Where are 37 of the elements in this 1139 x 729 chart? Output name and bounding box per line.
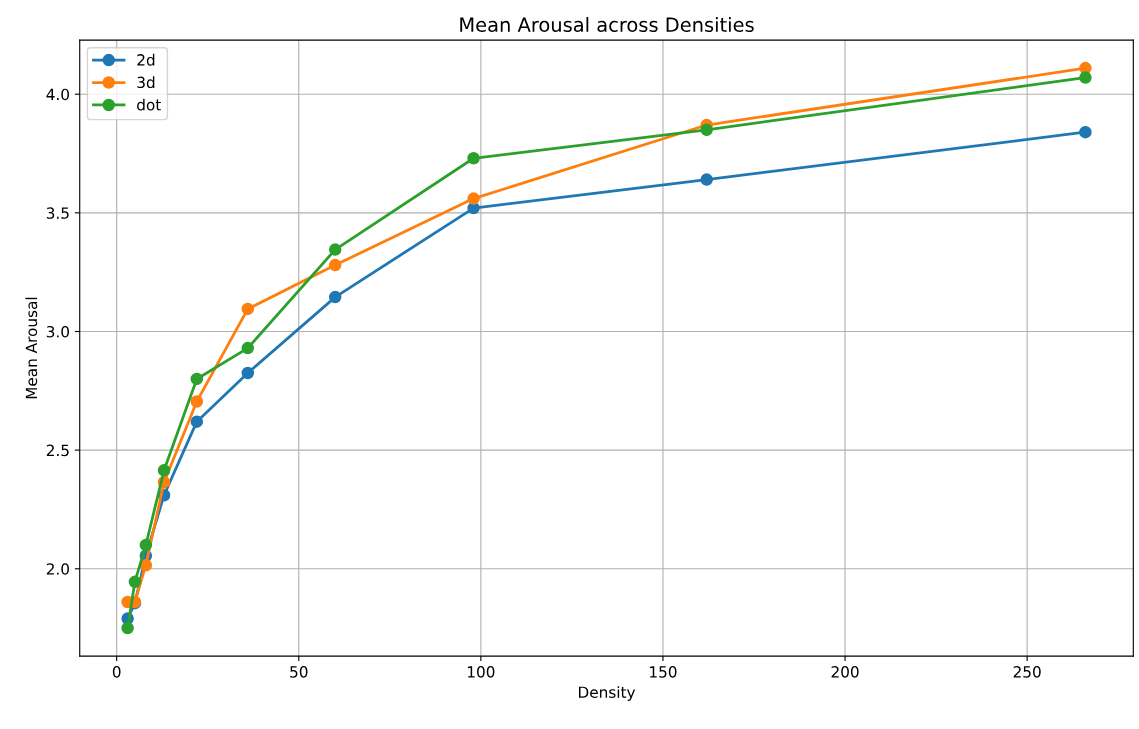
point bbox=[328, 290, 342, 304]
y-tick-label: 2.0 bbox=[46, 563, 69, 575]
legend-label: 3d bbox=[137, 76, 155, 89]
point bbox=[241, 341, 255, 355]
x-tick-label: 200 bbox=[831, 666, 859, 678]
y-axis-title: Mean Arousal bbox=[25, 297, 38, 399]
point bbox=[1079, 71, 1092, 84]
x-tick-label: 50 bbox=[290, 666, 308, 678]
point bbox=[190, 372, 204, 386]
point bbox=[328, 258, 342, 272]
y-tick-label: 3.0 bbox=[46, 325, 69, 338]
point bbox=[139, 538, 153, 552]
legend-label: 2d bbox=[137, 53, 155, 66]
y-tick-label: 2.5 bbox=[46, 444, 69, 457]
x-tick-label: 150 bbox=[650, 666, 677, 678]
point bbox=[467, 192, 480, 205]
x-tick-label: 100 bbox=[467, 666, 495, 678]
y-tick-label: 4.0 bbox=[46, 88, 69, 101]
x-axis-title: Density bbox=[578, 686, 636, 701]
point bbox=[190, 415, 204, 428]
point bbox=[1079, 125, 1092, 139]
point bbox=[241, 366, 255, 380]
point bbox=[157, 464, 171, 477]
point bbox=[241, 302, 255, 316]
point bbox=[139, 558, 153, 572]
y-tick-label: 3.5 bbox=[46, 207, 69, 219]
x-tick-label: 0 bbox=[112, 666, 121, 678]
point bbox=[328, 243, 342, 256]
legend-label: dot bbox=[137, 98, 161, 111]
point bbox=[700, 173, 713, 186]
point bbox=[128, 575, 142, 589]
point bbox=[121, 621, 134, 635]
point bbox=[467, 152, 480, 165]
chart-title: Mean Arousal across Densities bbox=[460, 16, 754, 33]
point bbox=[190, 395, 204, 408]
x-tick-label: 250 bbox=[1013, 666, 1041, 678]
point bbox=[700, 123, 713, 137]
